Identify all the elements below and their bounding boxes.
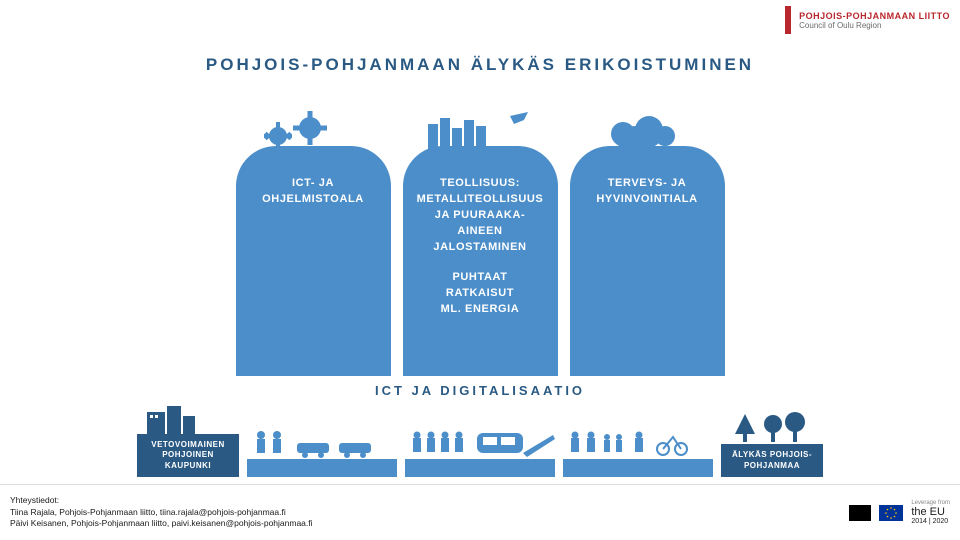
pillar-box: TEOLLISUUS: METALLITEOLLISUUS JA PUURAAK… <box>403 146 558 376</box>
page-title: POHJOIS-POHJANMAAN ÄLYKÄS ERIKOISTUMINEN <box>0 55 960 75</box>
bottom-left-box: VETOVOIMAINEN POHJOINEN KAUPUNKI <box>137 400 239 477</box>
bottom-right-box: ÄLYKÄS POHJOIS- POHJANMAA <box>721 410 823 477</box>
eu-text: Leverage from the EU 2014 | 2020 <box>911 500 950 525</box>
box-line: ÄLYKÄS POHJOIS- <box>729 450 815 460</box>
pillar-line: PUHTAAT <box>441 270 520 286</box>
family-bike-icon <box>563 425 713 459</box>
box-line: VETOVOIMAINEN <box>145 440 231 450</box>
contact-heading: Yhteystiedot: <box>10 495 313 507</box>
pillar-line: RATKAISUT <box>441 286 520 302</box>
pillar-box: ICT- JA OHJELMISTOALA <box>236 146 391 376</box>
trees-icon <box>727 410 817 444</box>
city-icon <box>143 400 233 434</box>
group-people-train <box>405 425 555 477</box>
pillars-row: ICT- JA OHJELMISTOALA TEOLLISUUS: METALL… <box>0 110 960 376</box>
gears-icon <box>258 110 368 150</box>
eu-big: the EU <box>911 506 950 518</box>
pillar-box: TERVEYS- JA HYVINVOINTIALA <box>570 146 725 376</box>
pillar-line: OHJELMISTOALA <box>262 192 364 208</box>
pillar-industry: TEOLLISUUS: METALLITEOLLISUUS JA PUURAAK… <box>403 110 558 376</box>
group-people-cars <box>247 425 397 477</box>
logo-line2: Council of Oulu Region <box>799 21 950 30</box>
infographic-page: POHJOIS-POHJANMAAN LIITTO Council of Oul… <box>0 0 960 540</box>
pillar-health: TERVEYS- JA HYVINVOINTIALA <box>570 110 725 376</box>
contact-block: Yhteystiedot: Tiina Rajala, Pohjois-Pohj… <box>10 495 313 531</box>
pillar-ict: ICT- JA OHJELMISTOALA <box>236 110 391 376</box>
pillar-line: AINEEN <box>417 224 544 240</box>
pillar-line: JA PUURAAKA- <box>417 208 544 224</box>
eu-funding-block: Leverage from the EU 2014 | 2020 <box>849 500 950 525</box>
band-title: ICT JA DIGITALISAATIO <box>0 383 960 398</box>
box-line: POHJANMAA <box>729 461 815 471</box>
people-train-icon <box>405 425 555 459</box>
eu-years: 2014 | 2020 <box>911 518 950 525</box>
logo-bar-icon <box>785 6 791 34</box>
bottom-box-label: VETOVOIMAINEN POHJOINEN KAUPUNKI <box>137 434 239 477</box>
contact-line: Tiina Rajala, Pohjois-Pohjanmaan liitto,… <box>10 507 313 519</box>
pillar-line: JALOSTAMINEN <box>417 240 544 256</box>
buildings-plane-icon <box>410 110 550 150</box>
contact-line: Päivi Keisanen, Pohjois-Pohjanmaan liitt… <box>10 518 313 530</box>
pillar-line: ML. ENERGIA <box>441 302 520 318</box>
eu-flag-icon <box>879 505 903 521</box>
group-bar <box>405 459 555 477</box>
box-line: KAUPUNKI <box>145 461 231 471</box>
pillar-line: ICT- JA <box>262 176 364 192</box>
group-family-bike <box>563 425 713 477</box>
bottom-box-label: ÄLYKÄS POHJOIS- POHJANMAA <box>721 444 823 477</box>
box-line: POHJOINEN <box>145 450 231 460</box>
logo-line1: POHJOIS-POHJANMAAN LIITTO <box>799 11 950 21</box>
group-bar <box>563 459 713 477</box>
footer: Yhteystiedot: Tiina Rajala, Pohjois-Pohj… <box>0 484 960 540</box>
bottom-row: VETOVOIMAINEN POHJOINEN KAUPUNKI <box>0 400 960 477</box>
org-logo: POHJOIS-POHJANMAAN LIITTO Council of Oul… <box>785 6 950 34</box>
logo-text: POHJOIS-POHJANMAAN LIITTO Council of Oul… <box>799 11 950 30</box>
pillar-line: METALLITEOLLISUUS <box>417 192 544 208</box>
people-cars-icon <box>247 425 397 459</box>
pillar-line: TERVEYS- JA <box>596 176 697 192</box>
partner-logo-icon <box>849 505 871 521</box>
cloud-icon <box>587 110 707 150</box>
pillar-line: HYVINVOINTIALA <box>596 192 697 208</box>
group-bar <box>247 459 397 477</box>
pillar-line: TEOLLISUUS: <box>417 176 544 192</box>
